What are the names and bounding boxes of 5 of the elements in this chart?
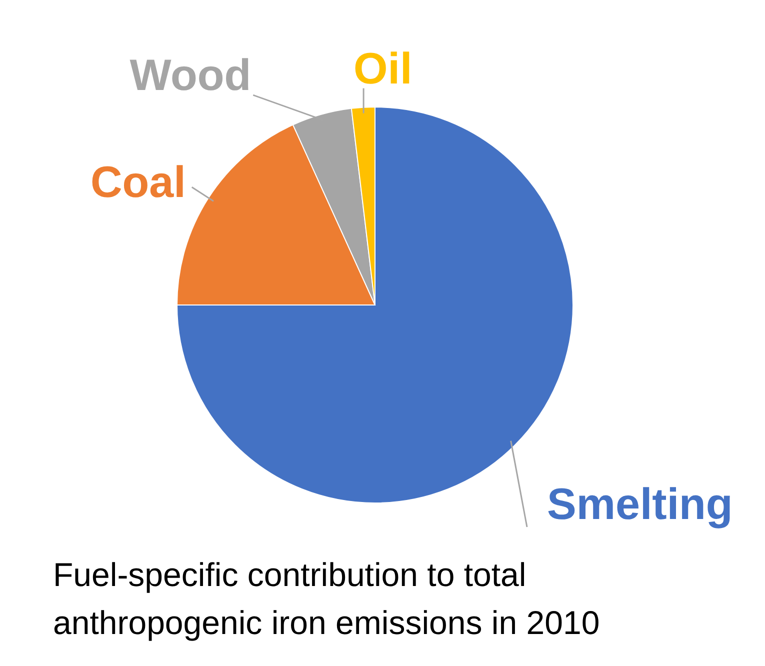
slice-label: Oil <box>354 44 412 94</box>
slice-label: Wood <box>130 51 252 100</box>
slice-label: Smelting <box>547 480 733 530</box>
slice-label: Coal <box>90 158 186 208</box>
text: Fuel-specific contribution to total anthropogenic iron emissions in 2010 <box>53 556 600 641</box>
